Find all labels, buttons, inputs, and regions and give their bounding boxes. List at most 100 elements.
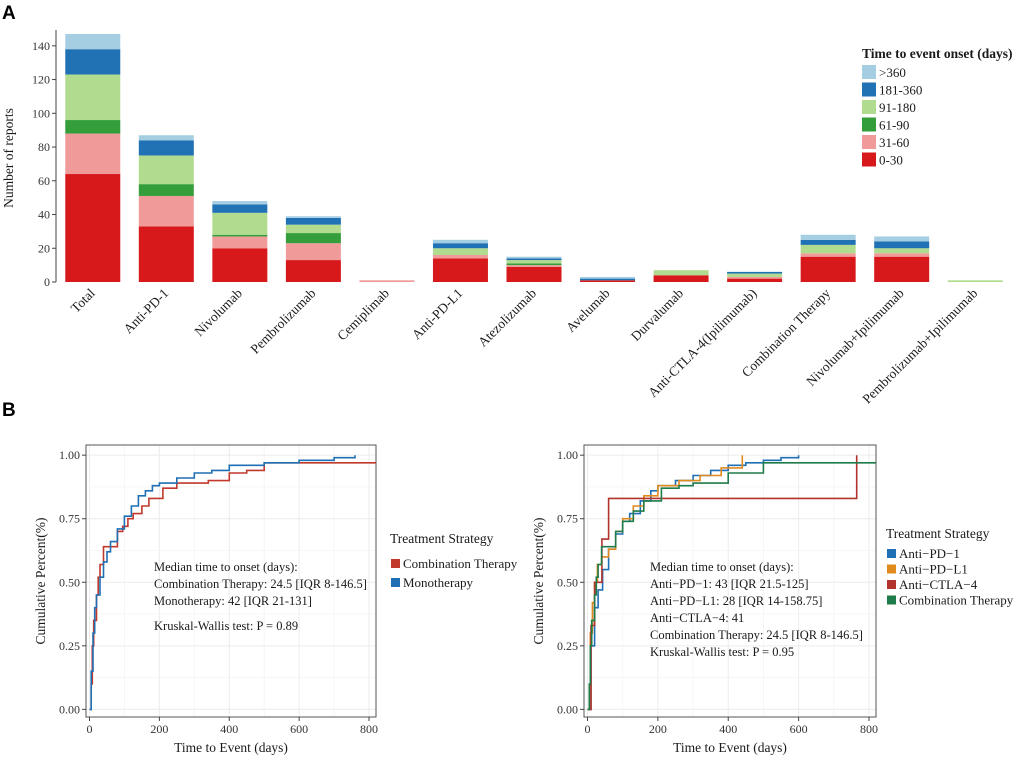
y-tick-label: 0.00 xyxy=(59,702,80,716)
legend-swatch-combination-therapy xyxy=(887,595,896,605)
legend-title: Time to event onset (days) xyxy=(862,46,1012,61)
legend-swatch-360 xyxy=(862,65,876,79)
bar-segment-total-0-30 xyxy=(65,174,121,282)
plot-background xyxy=(584,445,876,717)
legend-swatch-0-30 xyxy=(862,152,876,167)
bar-segment-anti-pd-1-31-60 xyxy=(138,195,194,227)
y-tick-label: 0.00 xyxy=(557,702,578,716)
bar-segment-anti-pd-l1-31-60 xyxy=(432,255,488,259)
y-tick-label: 0 xyxy=(44,275,50,289)
x-tick-label: 200 xyxy=(649,722,667,736)
bar-segment-combination-therapy-360 xyxy=(800,234,856,240)
annotation-line: Median time to onset (days): xyxy=(650,560,794,574)
bar-segment-pembrolizumab-181-360 xyxy=(285,217,341,225)
y-tick-label: 120 xyxy=(32,73,50,87)
bar-segment-nivolumab-360 xyxy=(212,201,268,205)
legend-label-360: >360 xyxy=(879,65,906,80)
legend-label-combination-therapy: Combination Therapy xyxy=(403,556,518,571)
legend-label-181-360: 181-360 xyxy=(879,83,922,98)
legend-swatch-181-360 xyxy=(862,82,876,97)
y-tick-label: 20 xyxy=(38,241,50,255)
bar-segment-total-360 xyxy=(65,34,121,50)
bar-segment-nivolumab-ipilimumab-0-30 xyxy=(874,256,930,282)
y-axis-title: Cumulative Percent(%) xyxy=(531,517,546,644)
legend-swatch-anti-pd-1 xyxy=(887,549,896,558)
bar-segment-nivolumab-181-360 xyxy=(212,204,268,213)
legend-label-anti-ctla-4: Anti−CTLA−4 xyxy=(899,577,978,592)
bar-segment-total-181-360 xyxy=(65,49,121,75)
bar-segment-anti-ctla-4-ipilimumab-0-30 xyxy=(727,278,783,282)
bar-segment-anti-pd-1-61-90 xyxy=(138,184,194,196)
bar-segment-pembrolizumab-91-180 xyxy=(285,224,341,234)
legend-swatch-91-180 xyxy=(862,100,876,114)
bar-segment-atezolizumab-91-180 xyxy=(506,260,562,264)
x-tick-label: 800 xyxy=(360,722,378,736)
legend-swatch-61-90 xyxy=(862,117,876,132)
bar-segment-atezolizumab-360 xyxy=(506,256,562,259)
x-tick-label-total: Total xyxy=(68,285,98,315)
bar-segment-nivolumab-ipilimumab-31-60 xyxy=(874,253,930,257)
x-tick-label: 400 xyxy=(719,722,737,736)
legend-label-anti-pd-1: Anti−PD−1 xyxy=(899,546,960,561)
bar-segment-total-91-180 xyxy=(65,74,121,121)
bar-segment-anti-pd-1-0-30 xyxy=(138,226,194,282)
bar-segment-combination-therapy-181-360 xyxy=(800,239,856,245)
annotation-line: Kruskal-Wallis test: P = 0.89 xyxy=(154,619,298,633)
bar-segment-combination-therapy-0-30 xyxy=(800,256,856,282)
x-tick-label: 600 xyxy=(290,722,308,736)
bar-chart-time-to-onset: 0 20 40 60 80 100 120 140 Number of reports Total… xyxy=(1,30,1012,406)
legend-swatch-combination-therapy xyxy=(391,559,400,568)
bar-segment-cemiplimab-31-60 xyxy=(359,280,415,282)
legend-label-31-60: 31-60 xyxy=(879,135,909,150)
bar-segment-nivolumab-ipilimumab-91-180 xyxy=(874,248,930,254)
x-tick-label-pembrolizumab: Pembrolizumab xyxy=(247,285,318,356)
y-tick-label: 40 xyxy=(38,208,50,222)
bar-segment-anti-pd-l1-91-180 xyxy=(432,248,488,256)
series-line-monotherapy xyxy=(89,455,356,711)
legend-label-91-180: 91-180 xyxy=(879,100,916,115)
x-tick-label: 200 xyxy=(150,722,168,736)
annotation-line: Anti−PD−L1: 28 [IQR 14-158.75] xyxy=(650,594,822,608)
panel-b-letter: B xyxy=(2,400,16,421)
x-tick-label-anti-pd-1: Anti-PD-1 xyxy=(121,286,172,337)
annotation-line: Kruskal-Wallis test: P = 0.95 xyxy=(650,645,794,659)
plot-border xyxy=(583,444,877,718)
annotation-line: Anti−CTLA−4: 41 xyxy=(650,611,744,625)
legend-label-0-30: 0-30 xyxy=(879,153,903,168)
bar-segment-atezolizumab-0-30 xyxy=(506,266,562,282)
legend-swatch-anti-pd-l1 xyxy=(887,564,896,574)
legend-label-combination-therapy: Combination Therapy xyxy=(899,593,1014,608)
legend-label-61-90: 61-90 xyxy=(879,118,909,133)
legend-title: Treatment Strategy xyxy=(886,526,990,541)
bar-segment-avelumab-360 xyxy=(580,276,636,279)
x-tick-label: 800 xyxy=(860,722,878,736)
annotation-line: Monotherapy: 42 [IQR 21-131] xyxy=(154,594,312,608)
bar-segment-atezolizumab-181-360 xyxy=(506,258,562,261)
bar-segment-avelumab-181-360 xyxy=(580,278,636,281)
legend-swatch-monotherapy xyxy=(391,578,400,587)
bar-segment-durvalumab-0-30 xyxy=(653,275,709,282)
bar-segment-avelumab-0-30 xyxy=(580,280,636,282)
bar-segment-nivolumab-61-90 xyxy=(212,234,268,237)
y-tick-label: 60 xyxy=(38,174,50,188)
series-line-combination-therapy xyxy=(587,462,876,711)
bar-segment-anti-pd-1-181-360 xyxy=(138,140,194,156)
bar-segment-anti-pd-l1-0-30 xyxy=(432,258,488,282)
y-tick-label: 80 xyxy=(38,140,50,154)
bar-segment-nivolumab-ipilimumab-181-360 xyxy=(874,241,930,249)
y-tick-label: 0.25 xyxy=(59,639,80,653)
legend-label-anti-pd-l1: Anti−PD−L1 xyxy=(899,562,968,577)
y-tick-label: 0.75 xyxy=(59,512,80,526)
y-tick-label: 1.00 xyxy=(59,448,80,462)
bar-segment-nivolumab-ipilimumab-360 xyxy=(874,236,930,242)
x-tick-label: 600 xyxy=(790,722,808,736)
bar-segment-anti-ctla-4-ipilimumab-31-60 xyxy=(727,276,783,279)
y-tick-label: 100 xyxy=(32,106,50,120)
legend-swatch-31-60 xyxy=(862,135,876,149)
x-tick-label-cemiplimab: Cemiplimab xyxy=(334,285,392,343)
x-axis-title: Time to Event (days) xyxy=(673,740,787,755)
km-plot-by-drug-class: 0 200 400 600 800 0.00 0.25 0.50 0.75 1.00 Time to… xyxy=(531,444,1014,755)
x-axis-title: Time to Event (days) xyxy=(174,740,288,755)
bar-segment-pembrolizumab-61-90 xyxy=(285,233,341,244)
